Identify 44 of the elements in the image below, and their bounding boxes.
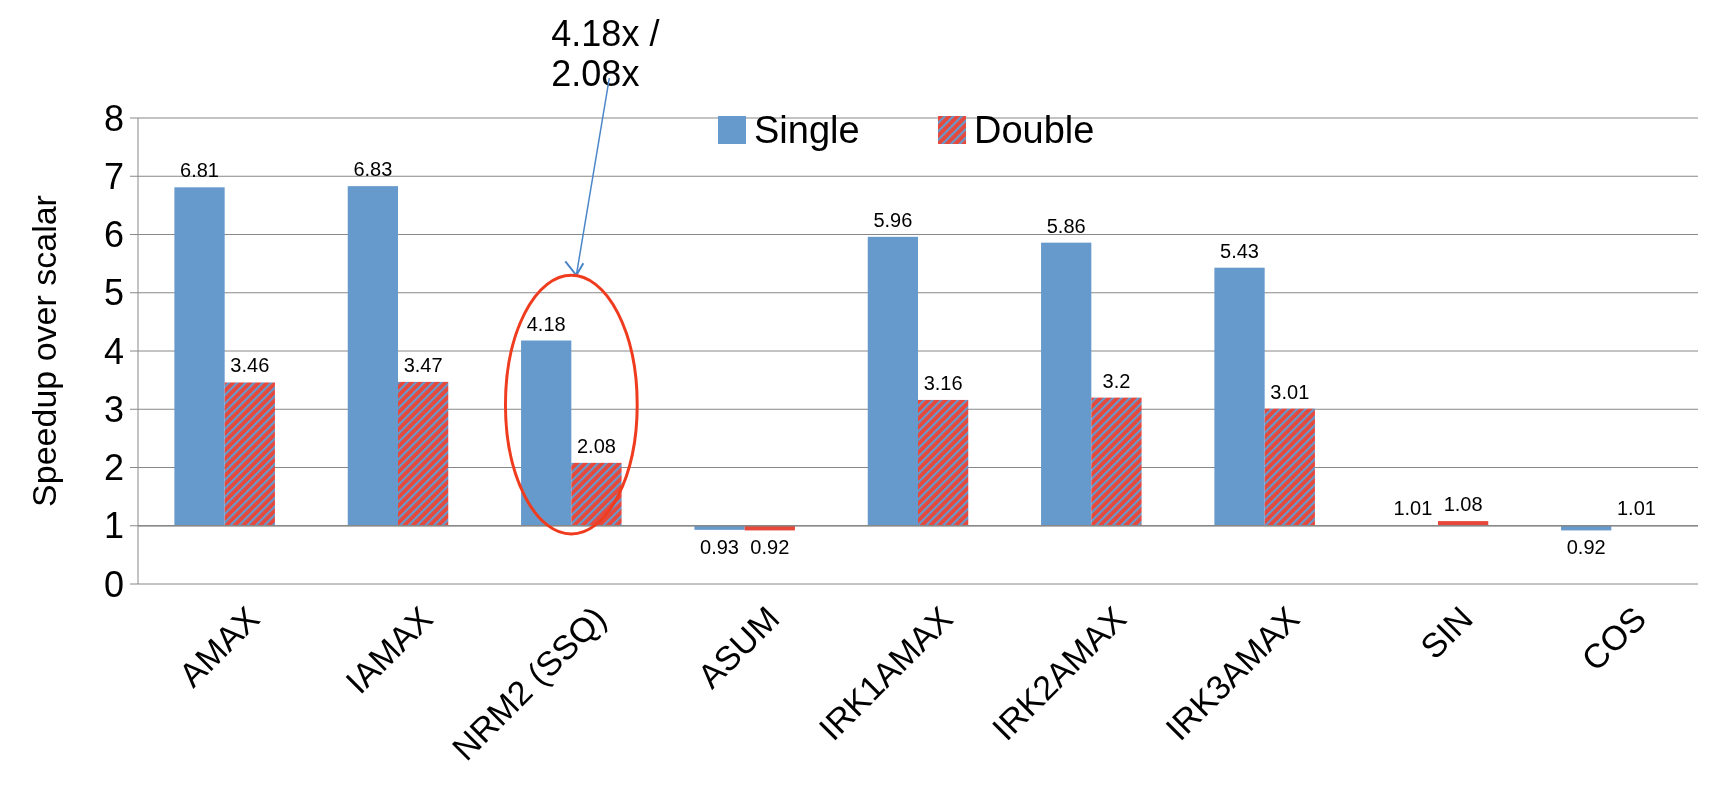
data-label: 5.43 — [1220, 239, 1259, 262]
y-tick-label: 7 — [103, 155, 124, 197]
bar — [571, 462, 622, 526]
legend-label: Single — [754, 109, 860, 152]
y-tick-label: 1 — [103, 505, 124, 547]
data-label: 3.01 — [1270, 380, 1310, 403]
data-label: 3.47 — [403, 353, 443, 376]
bar — [347, 186, 398, 526]
data-label: 3.46 — [230, 354, 270, 377]
y-tick-label: 3 — [103, 388, 124, 430]
data-label: 0.92 — [1566, 536, 1606, 559]
text: 4.18x / 2.08x — [551, 13, 660, 94]
data-label: 1.01 — [1617, 497, 1656, 520]
data-label: 1.08 — [1443, 493, 1483, 516]
legend-label: Double — [974, 109, 1095, 152]
bar — [174, 187, 225, 526]
bar — [1041, 242, 1092, 526]
bar — [224, 382, 275, 526]
data-label: 5.86 — [1046, 214, 1086, 237]
data-label: 3.2 — [1102, 369, 1131, 392]
bar — [521, 340, 572, 526]
y-tick-label: 2 — [103, 447, 124, 489]
bar — [1264, 408, 1315, 526]
data-label: 1.01 — [1393, 497, 1433, 520]
y-tick-label: 8 — [103, 97, 124, 139]
bar — [1091, 397, 1142, 526]
bar — [867, 236, 918, 526]
data-label: 0.93 — [700, 535, 739, 558]
data-label: 0.92 — [750, 536, 790, 559]
y-tick-label: 6 — [103, 214, 124, 256]
y-tick-label: 4 — [103, 330, 124, 372]
y-tick-label: 5 — [103, 272, 124, 314]
data-label: 4.18 — [526, 312, 566, 335]
data-label: 5.96 — [873, 208, 913, 231]
bar — [398, 381, 449, 526]
data-label: 2.08 — [577, 434, 616, 457]
data-label: 6.83 — [353, 158, 393, 181]
bar — [1214, 267, 1265, 526]
bar — [918, 399, 969, 526]
data-label: 3.16 — [923, 371, 963, 394]
x-tick-label: SIN — [1412, 598, 1480, 666]
y-axis-title: Speedup over scalar — [25, 195, 63, 507]
y-tick-label: 0 — [103, 563, 124, 605]
data-label: 6.81 — [180, 159, 219, 182]
